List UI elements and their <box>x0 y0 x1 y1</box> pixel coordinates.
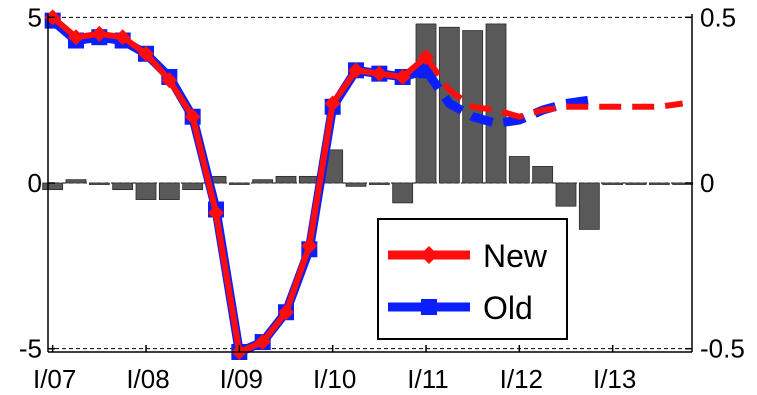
bar <box>182 182 204 191</box>
bar <box>275 175 297 184</box>
bar <box>252 179 274 184</box>
point-new <box>394 68 411 85</box>
point-new <box>161 72 178 89</box>
legend-label-old: Old <box>483 290 533 326</box>
line-series <box>44 9 684 360</box>
bar <box>345 182 367 187</box>
bar <box>158 182 180 200</box>
left-tick-label: 5 <box>28 2 42 32</box>
bar <box>485 23 507 184</box>
point-new <box>418 49 434 66</box>
bar <box>625 182 647 185</box>
bar <box>578 182 600 230</box>
bar <box>532 166 554 184</box>
point-new <box>254 334 271 351</box>
x-tick-label: I/08 <box>126 364 169 394</box>
bar <box>368 182 390 185</box>
x-tick-label: I/07 <box>33 364 76 394</box>
bar <box>415 23 437 184</box>
bar <box>602 182 624 185</box>
point-new <box>348 62 364 79</box>
x-tick-label: I/09 <box>220 364 263 394</box>
right-tick-label: -0.5 <box>700 334 745 364</box>
axes: 5 0 -5 0.5 0 -0.5 I/07 I/08 I/09 I/10 I/11 I/12 I/13 <box>19 2 745 394</box>
x-tick-label: I/12 <box>500 364 543 394</box>
legend-marker-old <box>421 299 437 315</box>
bar <box>88 182 110 185</box>
bar <box>508 156 530 184</box>
x-tick-label: I/13 <box>593 364 636 394</box>
legend-label-new: New <box>483 238 548 274</box>
point-new <box>68 29 84 46</box>
series-line-old-dashed <box>422 67 590 128</box>
bar <box>135 182 157 200</box>
point-new <box>278 304 294 321</box>
bar <box>648 182 670 185</box>
right-tick-label: 0.5 <box>700 2 736 32</box>
point-new <box>324 95 341 112</box>
x-tick-label: I/11 <box>407 364 448 394</box>
bar <box>228 182 250 185</box>
left-tick-label: -5 <box>19 334 42 364</box>
right-tick-label: 0 <box>700 168 714 198</box>
point-new <box>114 29 131 46</box>
series-line-new-dashed <box>423 55 684 120</box>
point-new <box>184 108 201 125</box>
bar <box>392 182 414 204</box>
bar-series <box>42 23 694 230</box>
legend-box <box>377 218 568 340</box>
point-new <box>301 237 318 254</box>
x-tick-label: I/10 <box>313 364 356 394</box>
point-new <box>138 45 154 62</box>
bar <box>555 182 577 207</box>
point-new <box>91 25 108 42</box>
legend: New Old <box>377 218 568 340</box>
left-tick-label: 0 <box>28 168 42 198</box>
bar <box>112 182 134 191</box>
bar <box>65 179 87 184</box>
point-new <box>371 65 388 82</box>
bar <box>42 182 64 191</box>
legend-marker-new <box>420 246 438 264</box>
point-new <box>208 204 224 221</box>
